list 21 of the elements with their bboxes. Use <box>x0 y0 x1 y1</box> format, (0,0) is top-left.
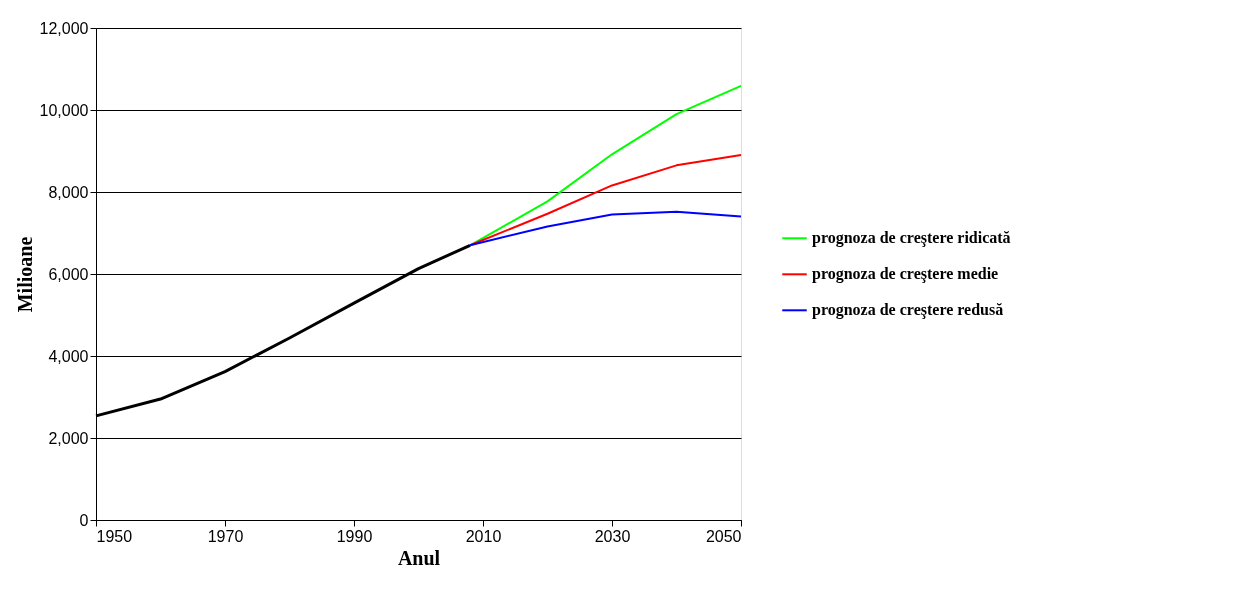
y-tick-label: 0 <box>79 511 89 529</box>
line-series <box>469 154 742 247</box>
line-series <box>469 210 742 247</box>
legend-label: prognoza de creştere redusă <box>812 301 1004 320</box>
x-tick-label: 2010 <box>465 527 502 545</box>
x-tick-label: 2050 <box>705 527 742 545</box>
x-tick-label: 2030 <box>594 527 631 545</box>
x-axis-title: Anul <box>397 546 441 569</box>
y-tick-label: 10,000 <box>39 101 89 119</box>
x-tick-label: 1950 <box>96 527 133 545</box>
y-tick-label: 2,000 <box>48 429 89 447</box>
x-tick-label: 1990 <box>336 527 373 545</box>
y-tick-label: 6,000 <box>48 265 89 283</box>
y-tick-label: 8,000 <box>48 183 89 201</box>
line-series <box>469 84 742 247</box>
legend-label: prognoza de creştere ridicată <box>812 229 1011 248</box>
y-tick-label: 4,000 <box>48 347 89 365</box>
legend-label: prognoza de creştere medie <box>812 265 999 284</box>
y-axis-title: Milioane <box>13 236 36 313</box>
y-tick-label: 12,000 <box>39 19 89 37</box>
x-tick-label: 1970 <box>207 527 244 545</box>
